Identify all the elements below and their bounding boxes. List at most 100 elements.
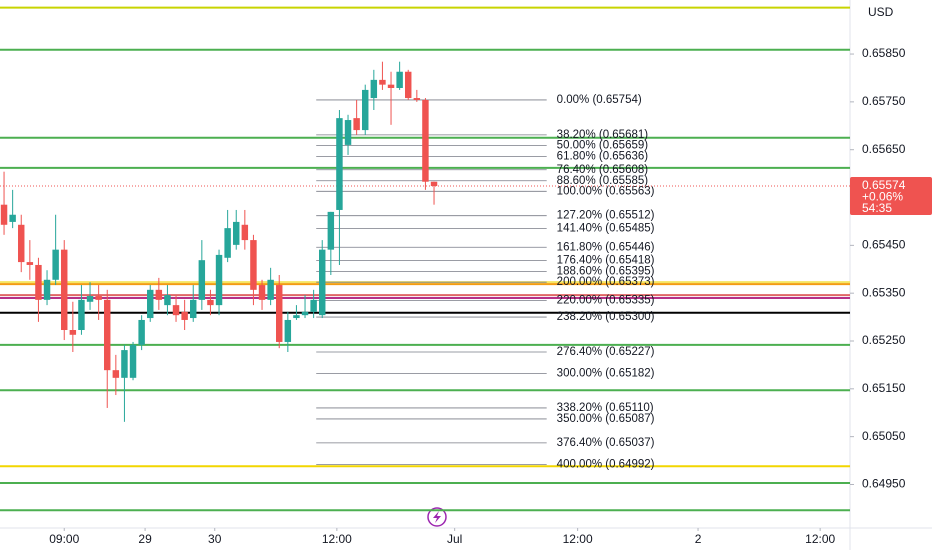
candle (344, 114, 352, 155)
fib-label: 38.20% (0.65681) (557, 129, 649, 141)
candle (198, 240, 206, 310)
candle (69, 301, 77, 352)
candle-body (52, 249, 59, 280)
candle (276, 275, 283, 349)
candle (215, 249, 223, 316)
candle (362, 84, 369, 135)
fib-label: 200.00% (0.65373) (557, 276, 655, 288)
candle-body (379, 79, 386, 85)
candle (112, 354, 120, 396)
y-tick-label: 0.65450 (862, 238, 906, 252)
candle (9, 189, 16, 229)
candle-body (215, 254, 223, 306)
x-tick-label: 12:00 (563, 532, 593, 546)
candle (164, 285, 171, 316)
candle-body (276, 285, 283, 342)
last-price-change: +0.06% (862, 190, 903, 204)
x-tick-label: 12:00 (322, 532, 352, 546)
candle-body (0, 204, 8, 225)
candle (0, 171, 8, 235)
candle-body (172, 305, 180, 316)
candle-body (336, 118, 343, 210)
candle-body (181, 311, 188, 320)
candle (172, 296, 180, 322)
candle-body (327, 211, 335, 250)
candle-body (69, 330, 77, 335)
candle-body (241, 224, 249, 241)
candle-body (387, 84, 395, 88)
fib-label: 141.40% (0.65485) (557, 223, 655, 235)
candle (224, 209, 231, 263)
candle (155, 277, 163, 310)
candle-body (319, 249, 326, 316)
last-price-label: 0.65574 (862, 178, 906, 192)
candle-body (18, 224, 25, 263)
fib-label: 176.40% (0.65418) (557, 255, 655, 267)
fib-label: 376.40% (0.65037) (557, 437, 655, 449)
candle-body (422, 99, 429, 182)
candle-body (121, 350, 128, 378)
fib-label: 0.00% (0.65754) (557, 94, 642, 106)
candle-body (310, 299, 317, 312)
fib-label: 100.00% (0.65563) (557, 185, 655, 197)
candle (267, 267, 274, 306)
candle (336, 110, 343, 265)
candle-body (155, 289, 163, 300)
candle-body (370, 79, 378, 99)
x-tick-label: 2 (695, 532, 702, 546)
candle (190, 285, 197, 322)
fib-label: 300.00% (0.65182) (557, 368, 655, 380)
candle-body (301, 311, 309, 316)
fib-label: 88.60% (0.65585) (557, 175, 649, 187)
candle (43, 270, 51, 306)
y-tick-label: 0.64950 (862, 477, 906, 491)
candle (319, 240, 326, 319)
x-tick-label: 09:00 (49, 532, 79, 546)
candle-body (43, 279, 51, 300)
candle (138, 315, 145, 351)
candle-body (233, 221, 240, 245)
candle-body (26, 262, 34, 265)
fib-label: 400.00% (0.64992) (557, 458, 655, 470)
candle-body (104, 299, 111, 371)
candle-body (258, 285, 266, 300)
candle-body (362, 89, 369, 131)
candle (387, 71, 395, 125)
candle-body (344, 120, 352, 145)
candle (379, 61, 386, 90)
candle-body (95, 296, 102, 300)
candle (104, 289, 111, 408)
candle (18, 214, 25, 273)
fib-label: 188.60% (0.65395) (557, 266, 655, 278)
candle-body (61, 249, 68, 330)
candle-body (353, 118, 360, 131)
y-tick-label: 0.65750 (862, 94, 906, 108)
candle-body (207, 299, 214, 306)
lightning-icon[interactable] (427, 507, 447, 527)
candle-body (129, 344, 137, 378)
candle (121, 344, 128, 422)
y-tick-label: 0.65150 (862, 381, 906, 395)
fib-label: 238.20% (0.65300) (557, 311, 655, 323)
candle-body (293, 315, 300, 319)
candle-body (413, 98, 421, 100)
y-tick-label: 0.65050 (862, 429, 906, 443)
candle (284, 311, 292, 352)
candle-body (190, 299, 197, 319)
candle-body (9, 214, 16, 222)
candle (61, 240, 68, 341)
last-price-countdown: 54:35 (862, 201, 892, 215)
candle (301, 295, 309, 319)
fib-label: 220.00% (0.65335) (557, 294, 655, 306)
fib-label: 76.40% (0.65608) (557, 164, 649, 176)
fib-label: 61.80% (0.65636) (557, 150, 649, 162)
candle-body (78, 299, 85, 330)
candle (353, 99, 360, 135)
candle (422, 98, 429, 190)
fib-label: 161.80% (0.65446) (557, 241, 655, 253)
candle-body (250, 240, 257, 290)
candle-body (147, 289, 154, 319)
fib-label: 127.20% (0.65512) (557, 210, 655, 222)
